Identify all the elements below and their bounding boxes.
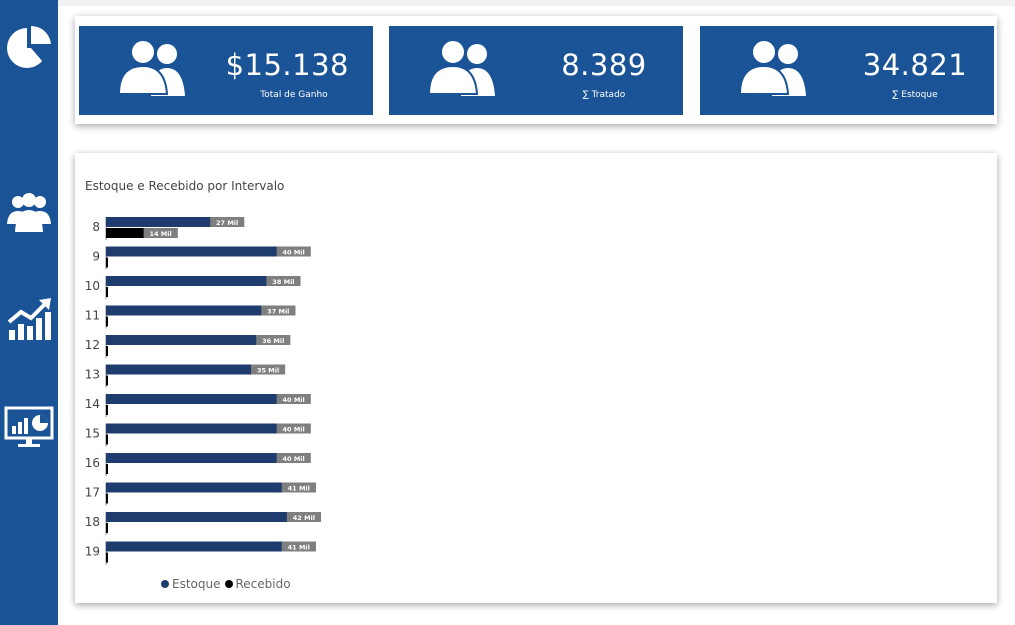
bar-recebido [106, 435, 108, 445]
data-label-estoque: 37 Mil [267, 308, 289, 316]
y-tick-label: 19 [85, 545, 100, 559]
kpi-label: Total de Ganho [239, 90, 349, 100]
y-tick-label: 17 [85, 486, 100, 500]
top-strip [58, 0, 1015, 6]
y-tick-label: 9 [92, 250, 100, 264]
data-label-estoque: 27 Mil [216, 219, 238, 227]
kpi-label: ∑ Tratado [549, 90, 659, 100]
users-icon [115, 38, 195, 98]
kpi-value: $15.138 [226, 48, 349, 82]
data-label-estoque: 35 Mil [257, 367, 279, 375]
pie-chart-icon[interactable] [4, 24, 54, 72]
kpi-card-total-ganho: $15.138 Total de Ganho [79, 26, 373, 115]
legend-label: Estoque [172, 577, 221, 591]
bar-recebido [106, 317, 108, 327]
sidebar [0, 0, 58, 625]
data-label-estoque: 40 Mil [283, 426, 305, 434]
legend-item-recebido[interactable]: Recebido [225, 577, 291, 591]
bar-chart: 8 27 Mil 14 Mil 9 40 Mil 10 38 Mil 11 37 Mil 12 36… [75, 153, 997, 573]
kpi-label: ∑ Estoque [860, 90, 970, 100]
bar-recebido [106, 376, 108, 386]
y-tick-label: 13 [85, 368, 100, 382]
y-tick-label: 10 [85, 279, 100, 293]
bar-recebido [106, 346, 108, 356]
growth-chart-icon[interactable] [4, 296, 54, 342]
legend-label: Recebido [236, 577, 291, 591]
y-tick-label: 8 [92, 220, 100, 234]
kpi-card-estoque: 34.821 ∑ Estoque [700, 26, 994, 115]
data-label-estoque: 40 Mil [283, 455, 305, 463]
users-icon [425, 38, 505, 98]
kpi-value: 8.389 [549, 48, 659, 82]
bar-recebido [106, 287, 108, 297]
data-label-estoque: 40 Mil [283, 396, 305, 404]
group-icon[interactable] [4, 190, 54, 234]
y-tick-label: 14 [85, 397, 100, 411]
bar-recebido [106, 405, 108, 415]
bar-recebido [106, 494, 108, 504]
y-tick-label: 16 [85, 456, 100, 470]
data-label-estoque: 42 Mil [293, 514, 315, 522]
kpi-panel: $15.138 Total de Ganho 8.389 ∑ Tratado 3… [75, 16, 997, 124]
data-label-estoque: 38 Mil [272, 278, 294, 286]
chart-legend: Estoque Recebido [161, 577, 295, 591]
data-label-recebido: 14 Mil [150, 230, 172, 238]
legend-item-estoque[interactable]: Estoque [161, 577, 221, 591]
y-tick-label: 11 [85, 309, 100, 323]
kpi-value: 34.821 [860, 48, 970, 82]
users-icon [736, 38, 816, 98]
y-tick-label: 15 [85, 427, 100, 441]
legend-dot-icon [161, 580, 169, 588]
chart-panel: Estoque e Recebido por Intervalo 8 27 Mil… [75, 153, 997, 603]
kpi-card-tratado: 8.389 ∑ Tratado [389, 26, 683, 115]
y-tick-label: 18 [85, 515, 100, 529]
data-label-estoque: 41 Mil [288, 485, 310, 493]
y-tick-label: 12 [85, 338, 100, 352]
legend-dot-icon [225, 580, 233, 588]
bar-recebido [106, 464, 108, 474]
data-label-estoque: 40 Mil [283, 249, 305, 257]
dashboard-monitor-icon[interactable] [4, 404, 54, 450]
bar-recebido [106, 553, 108, 563]
data-label-estoque: 36 Mil [262, 337, 284, 345]
data-label-estoque: 41 Mil [288, 544, 310, 552]
bar-recebido [106, 523, 108, 533]
bar-recebido [106, 258, 108, 268]
